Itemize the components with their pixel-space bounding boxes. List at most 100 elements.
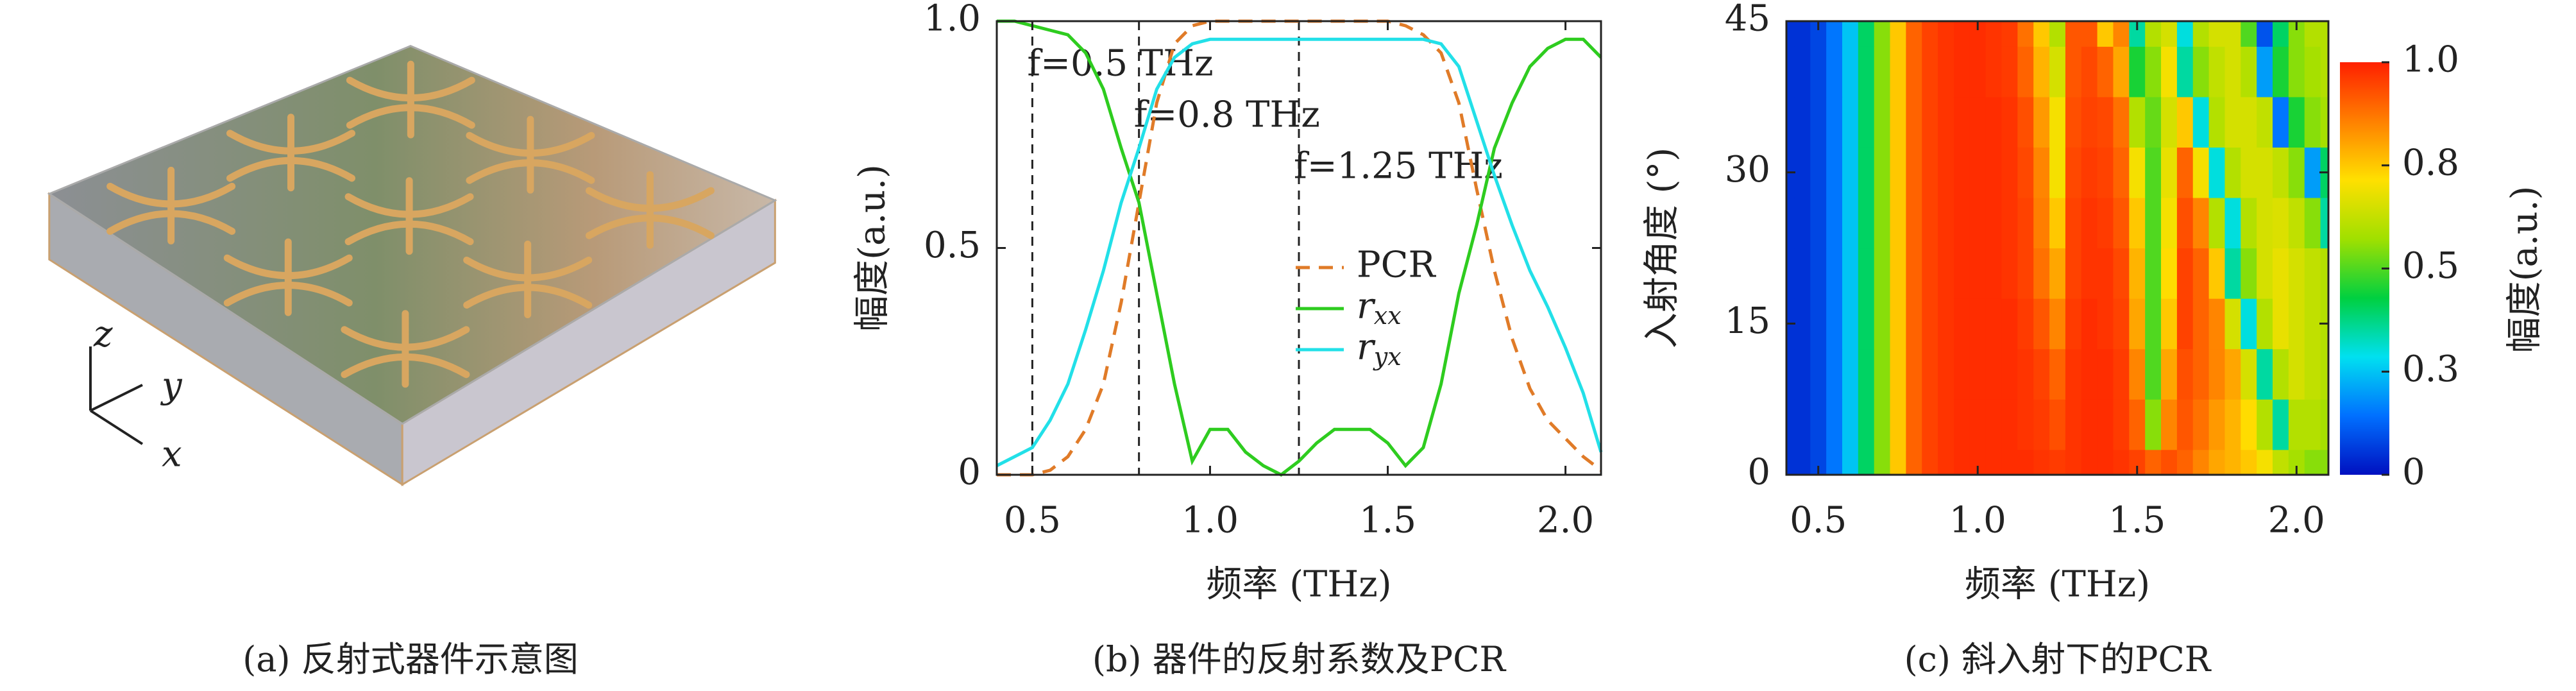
heat-cell [2081, 298, 2098, 350]
heat-cell [2097, 46, 2114, 98]
heat-cell [1906, 399, 1922, 450]
heat-cell [1810, 147, 1827, 198]
heat-cell [2001, 21, 2018, 47]
heat-cell [1985, 399, 2003, 450]
axis-arrow [90, 384, 143, 412]
heat-cell [1786, 21, 1795, 47]
heat-cell [2065, 46, 2082, 98]
heat-cell [2241, 21, 2257, 47]
axis-label: x [162, 434, 182, 475]
heat-cell [2049, 449, 2066, 475]
heat-cell [2176, 197, 2194, 249]
heat-cell [1794, 96, 1811, 148]
heat-cell [2304, 46, 2321, 98]
heat-cell [2257, 248, 2273, 299]
heat-cell [2017, 96, 2034, 148]
heat-cell [2241, 449, 2257, 475]
heat-cell [1890, 197, 1906, 249]
heat-cell [2161, 399, 2178, 450]
heat-cell [2288, 96, 2305, 148]
heat-cell [2065, 399, 2082, 450]
heat-cell [1985, 449, 2003, 475]
heat-cell [2081, 46, 2098, 98]
heat-cell [2033, 147, 2050, 198]
heat-cell [2304, 449, 2321, 475]
heat-cell [2224, 399, 2241, 450]
heat-cell [2208, 21, 2226, 47]
heat-cell [2001, 298, 2018, 350]
heat-cell [1906, 21, 1922, 47]
heat-cell [1922, 449, 1938, 475]
heat-cell [2320, 46, 2329, 98]
heat-cell [2001, 348, 2018, 400]
heat-cell [2049, 147, 2066, 198]
heat-cell [2017, 197, 2034, 249]
heat-cell [1953, 248, 1970, 299]
heat-cell [2145, 197, 2162, 249]
y-axis-label: 入射角度 (°) [1641, 148, 1683, 349]
heat-cell [2113, 399, 2130, 450]
heat-cell [1985, 96, 2003, 148]
heat-cell [1874, 298, 1891, 350]
heat-cell [2192, 348, 2210, 400]
heat-cell [1890, 399, 1906, 450]
heat-cell [2129, 147, 2146, 198]
heat-cell [2145, 147, 2162, 198]
heat-cell [2049, 298, 2066, 350]
x-tick-label: 1.5 [1359, 500, 1416, 542]
caption: (c) 斜入射下的PCR [1904, 639, 2212, 679]
heat-cell [2176, 46, 2194, 98]
heat-cell [1922, 248, 1938, 299]
heat-cell [2113, 147, 2130, 198]
heat-cell [1969, 96, 1987, 148]
heat-cell [2033, 348, 2050, 400]
heat-cell [2033, 21, 2050, 47]
heat-cell [2097, 147, 2114, 198]
heat-cell [2113, 298, 2130, 350]
heat-cell [1842, 348, 1859, 400]
heat-cell [2224, 197, 2241, 249]
heat-cell [2224, 46, 2241, 98]
heat-cell [2065, 197, 2082, 249]
plot-frame [1785, 20, 2330, 476]
heat-cell [2273, 298, 2289, 350]
heat-cell [1938, 248, 1954, 299]
heat-cell [1874, 96, 1891, 148]
heat-cell [2033, 399, 2050, 450]
heat-cell [2081, 449, 2098, 475]
heat-cell [1810, 96, 1827, 148]
heat-cell [1826, 399, 1843, 450]
heat-cell [2273, 96, 2289, 148]
heat-cell [2241, 348, 2257, 400]
heat-cell [1953, 399, 1970, 450]
heat-cell [1794, 46, 1811, 98]
heat-cell [1858, 21, 1875, 47]
heat-cell [1890, 348, 1906, 400]
heat-cell [2017, 248, 2034, 299]
heat-cell [2304, 348, 2321, 400]
heat-cell [2273, 46, 2289, 98]
heat-cell [1906, 248, 1922, 299]
heat-cell [2001, 248, 2018, 299]
heat-cell [2273, 399, 2289, 450]
heat-cell [2176, 248, 2194, 299]
heat-cell [2113, 248, 2130, 299]
heat-cell [2097, 399, 2114, 450]
heat-cell [1794, 449, 1811, 475]
heat-cell [2081, 197, 2098, 249]
annotation: f=1.25 THz [1294, 146, 1503, 187]
heat-cell [1858, 348, 1875, 400]
heat-cell [1794, 248, 1811, 299]
heat-cell [1969, 147, 1987, 198]
heat-cell [1922, 298, 1938, 350]
heat-cell [2208, 248, 2226, 299]
heat-cell [2192, 449, 2210, 475]
heat-cell [2017, 449, 2034, 475]
heat-cell [1858, 449, 1875, 475]
heat-cell [2176, 96, 2194, 148]
heat-cell [2081, 147, 2098, 198]
heat-cell [2081, 248, 2098, 299]
heat-cell [1842, 399, 1859, 450]
heat-cell [2033, 248, 2050, 299]
heat-cell [2129, 348, 2146, 400]
